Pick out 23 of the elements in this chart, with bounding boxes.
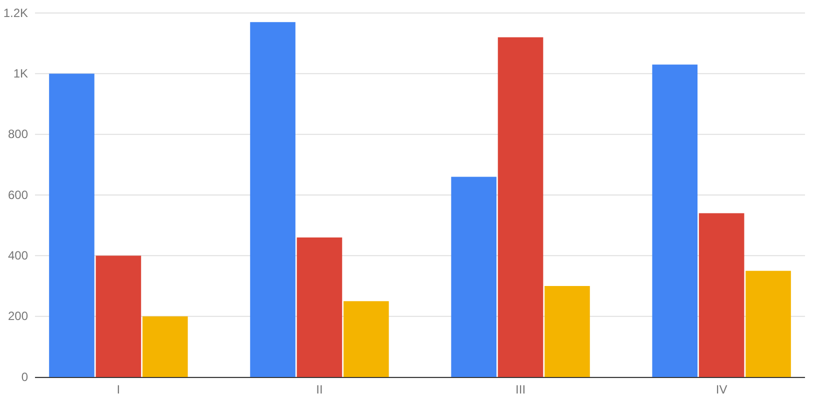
x-tick-label: III — [516, 382, 526, 397]
y-tick-label: 600 — [8, 188, 28, 202]
y-tick-label: 400 — [8, 248, 28, 263]
y-tick-label: 0 — [21, 370, 28, 384]
bar — [250, 22, 296, 377]
x-tick-label: I — [116, 382, 120, 397]
bar — [296, 237, 342, 377]
bar — [96, 256, 142, 377]
x-tick-label: II — [316, 382, 323, 397]
bar — [746, 270, 791, 377]
bar — [49, 74, 94, 377]
bar — [652, 64, 698, 377]
y-tick-label: 200 — [8, 309, 28, 324]
y-tick-label: 1.2K — [3, 6, 28, 20]
bar — [451, 176, 496, 377]
bar — [142, 316, 188, 377]
y-tick-label: 1K — [13, 66, 28, 81]
x-tick-label: IV — [716, 382, 728, 397]
bar — [698, 213, 744, 377]
bar — [498, 37, 544, 377]
y-tick-label: 800 — [8, 127, 28, 142]
bar — [344, 301, 389, 377]
bar — [544, 286, 590, 377]
